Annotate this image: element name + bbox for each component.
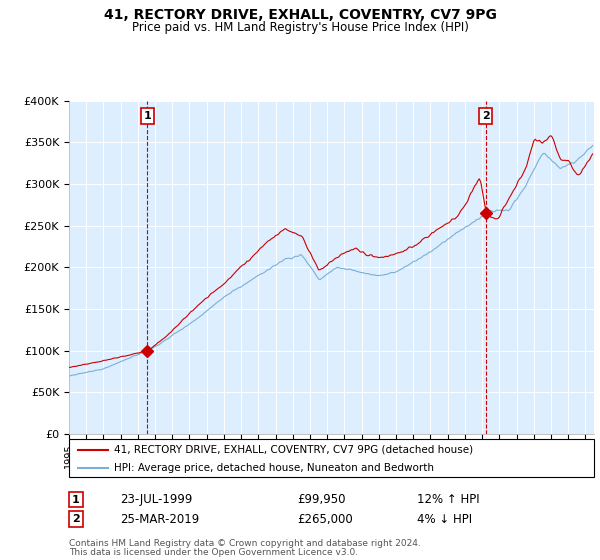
Text: 41, RECTORY DRIVE, EXHALL, COVENTRY, CV7 9PG (detached house): 41, RECTORY DRIVE, EXHALL, COVENTRY, CV7… [114,445,473,455]
Text: 12% ↑ HPI: 12% ↑ HPI [417,493,479,506]
Text: 23-JUL-1999: 23-JUL-1999 [120,493,193,506]
Text: HPI: Average price, detached house, Nuneaton and Bedworth: HPI: Average price, detached house, Nune… [114,463,434,473]
Text: 1: 1 [143,111,151,121]
Text: This data is licensed under the Open Government Licence v3.0.: This data is licensed under the Open Gov… [69,548,358,557]
Text: Price paid vs. HM Land Registry's House Price Index (HPI): Price paid vs. HM Land Registry's House … [131,21,469,34]
Text: 25-MAR-2019: 25-MAR-2019 [120,512,199,526]
Text: 2: 2 [72,514,80,524]
Text: 2: 2 [482,111,490,121]
Text: £265,000: £265,000 [297,512,353,526]
Text: 1: 1 [72,494,80,505]
Text: 4% ↓ HPI: 4% ↓ HPI [417,512,472,526]
Text: £99,950: £99,950 [297,493,346,506]
Text: 41, RECTORY DRIVE, EXHALL, COVENTRY, CV7 9PG: 41, RECTORY DRIVE, EXHALL, COVENTRY, CV7… [104,8,496,22]
Text: Contains HM Land Registry data © Crown copyright and database right 2024.: Contains HM Land Registry data © Crown c… [69,539,421,548]
